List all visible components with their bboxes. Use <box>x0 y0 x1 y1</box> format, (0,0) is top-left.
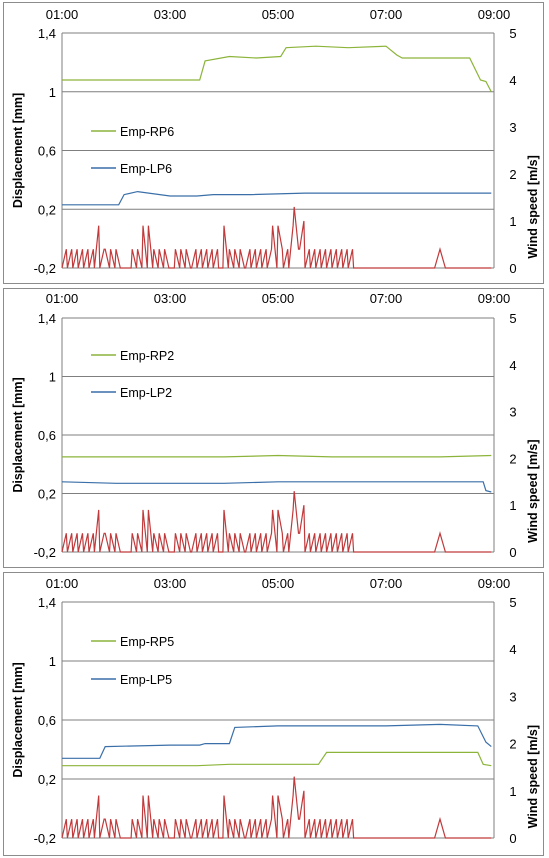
right-tick-label: 0 <box>509 831 516 846</box>
right-tick-label: 1 <box>509 498 516 513</box>
x-tick-label: 07:00 <box>370 576 403 591</box>
x-tick-label: 03:00 <box>154 291 187 306</box>
chart-svg: 1,4 1 0,6 0,2 -0,2 5 4 3 2 1 0 01:00 03:00 05:00 07:00… <box>11 576 540 846</box>
legend-label: Emp-LP2 <box>120 386 172 400</box>
legend-label: Emp-LP5 <box>120 673 172 687</box>
left-tick-label: 1,4 <box>38 311 56 326</box>
right-tick-label: 2 <box>509 451 516 466</box>
left-tick-label: 1 <box>49 85 56 100</box>
right-tick-label: 3 <box>509 689 516 704</box>
left-tick-label: 0,2 <box>38 202 56 217</box>
chart-panel-rp2-lp2: 1,4 1 0,6 0,2 -0,2 5 4 3 2 1 0 01:00 03:00 05:00 07:00… <box>3 288 544 568</box>
right-tick-label: 4 <box>509 73 516 88</box>
right-tick-label: 3 <box>509 120 516 135</box>
right-tick-label: 5 <box>509 26 516 41</box>
series-line-emp-lp6 <box>62 190 492 206</box>
series-line-emp-rp6 <box>62 45 492 93</box>
x-tick-label: 01:00 <box>46 7 79 22</box>
left-tick-label: 0,6 <box>38 144 56 159</box>
x-tick-label: 05:00 <box>262 576 295 591</box>
right-tick-label: 5 <box>509 595 516 610</box>
right-tick-label: 1 <box>509 214 516 229</box>
x-tick-label: 05:00 <box>262 291 295 306</box>
left-tick-label: 1,4 <box>38 26 56 41</box>
x-tick-label: 03:00 <box>154 576 187 591</box>
x-tick-label: 07:00 <box>370 7 403 22</box>
right-tick-label: 4 <box>509 358 516 373</box>
left-tick-label: 1 <box>49 370 56 385</box>
x-tick-label: 01:00 <box>46 576 79 591</box>
left-tick-label: 1,4 <box>38 595 56 610</box>
right-axis-title: Wind speed [m/s] <box>526 439 540 542</box>
right-tick-label: 1 <box>509 784 516 799</box>
chart-panel-rp5-lp5: 1,4 1 0,6 0,2 -0,2 5 4 3 2 1 0 01:00 03:00 05:00 07:00… <box>3 572 544 856</box>
x-tick-label: 09:00 <box>478 291 511 306</box>
left-axis-title: Displacement [mm] <box>11 93 25 208</box>
right-tick-label: 2 <box>509 167 516 182</box>
left-tick-label: -0,2 <box>34 545 56 560</box>
left-tick-label: 0,6 <box>38 428 56 443</box>
left-axis-title: Displacement [mm] <box>11 377 25 492</box>
x-tick-label: 09:00 <box>478 576 511 591</box>
left-tick-label: 0,2 <box>38 772 56 787</box>
left-tick-label: 1 <box>49 654 56 669</box>
left-tick-label: 0,2 <box>38 487 56 502</box>
x-tick-label: 03:00 <box>154 7 187 22</box>
legend-label: Emp-RP5 <box>120 635 174 649</box>
right-tick-label: 5 <box>509 311 516 326</box>
series-line-wind <box>61 206 492 269</box>
right-tick-label: 2 <box>509 737 516 752</box>
series-line-wind <box>61 491 492 553</box>
right-tick-label: 0 <box>509 545 516 560</box>
legend-label: Emp-LP6 <box>120 162 172 176</box>
chart-svg: 1,4 1 0,6 0,2 -0,2 5 4 3 2 1 0 01:00 03:00 05:00 07:00… <box>11 291 540 560</box>
x-tick-label: 05:00 <box>262 7 295 22</box>
series-line-wind <box>61 776 492 839</box>
left-axis-title: Displacement [mm] <box>11 662 25 777</box>
left-tick-label: 0,6 <box>38 713 56 728</box>
right-tick-label: 3 <box>509 405 516 420</box>
series-line-emp-lp5 <box>62 723 492 759</box>
left-tick-label: -0,2 <box>34 831 56 846</box>
chart-panel-rp6-lp6: 1,4 1 0,6 0,2 -0,2 5 4 3 2 1 0 01:00 03:00 05:00 07:00… <box>3 2 544 284</box>
legend-label: Emp-RP6 <box>120 125 174 139</box>
right-tick-label: 4 <box>509 642 516 657</box>
legend-label: Emp-RP2 <box>120 349 174 363</box>
x-tick-label: 07:00 <box>370 291 403 306</box>
right-axis-title: Wind speed [m/s] <box>526 155 540 258</box>
left-tick-label: -0,2 <box>34 261 56 276</box>
x-tick-label: 01:00 <box>46 291 79 306</box>
right-tick-label: 0 <box>509 261 516 276</box>
series-line-emp-lp2 <box>61 481 492 493</box>
series-line-emp-rp5 <box>62 751 492 767</box>
right-axis-title: Wind speed [m/s] <box>526 725 540 828</box>
chart-svg: 1,4 1 0,6 0,2 -0,2 5 4 3 2 1 0 01:00 03:00 05:00 07:00… <box>11 7 540 276</box>
series-line-emp-rp2 <box>62 454 492 458</box>
x-tick-label: 09:00 <box>478 7 511 22</box>
